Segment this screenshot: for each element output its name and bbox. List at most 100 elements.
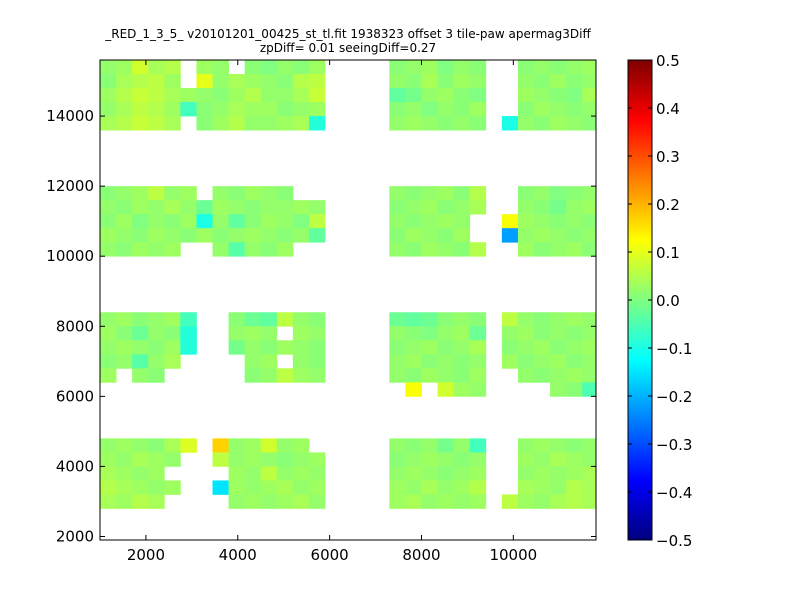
heatmap-cell <box>582 186 597 201</box>
heatmap-cell <box>100 466 117 481</box>
heatmap-cell <box>148 466 165 481</box>
heatmap-cell <box>164 60 181 75</box>
heatmap-cell <box>453 186 471 201</box>
heatmap-cell <box>550 494 567 509</box>
heatmap-cell <box>244 186 262 201</box>
colorbar-tick-label: 0.5 <box>656 52 680 70</box>
heatmap-cell <box>244 60 262 75</box>
heatmap-cell <box>244 354 262 369</box>
heatmap-cell <box>437 326 455 341</box>
heatmap-cell <box>389 88 406 103</box>
heatmap-cell <box>421 480 438 495</box>
heatmap-cell <box>534 242 551 257</box>
heatmap-cell <box>421 74 438 89</box>
heatmap-cell <box>100 340 117 355</box>
heatmap-cell <box>389 214 406 229</box>
heatmap-cell <box>517 88 535 103</box>
heatmap-cell <box>534 60 551 75</box>
heatmap-cell <box>582 74 597 89</box>
heatmap-cell <box>132 102 149 117</box>
heatmap-cell <box>164 200 181 215</box>
heatmap-cell <box>469 382 487 397</box>
heatmap-cell <box>180 88 197 103</box>
heatmap-cell <box>517 116 535 131</box>
heatmap-cell <box>389 466 406 481</box>
heatmap-cell <box>437 88 455 103</box>
heatmap-cell <box>292 102 310 117</box>
heatmap-cell <box>116 102 133 117</box>
heatmap-cell <box>292 88 310 103</box>
heatmap-cell <box>389 312 406 327</box>
heatmap-cell <box>276 466 294 481</box>
heatmap-cell <box>421 312 438 327</box>
heatmap-cell <box>228 214 246 229</box>
heatmap-cell <box>534 116 551 131</box>
heatmap-cell <box>100 438 117 453</box>
heatmap-cell <box>116 354 133 369</box>
heatmap-cell <box>148 60 165 75</box>
heatmap-cell <box>276 116 294 131</box>
heatmap-cell <box>260 452 278 467</box>
heatmap-cell <box>550 438 567 453</box>
heatmap-cell <box>164 312 181 327</box>
heatmap-cell <box>228 74 246 89</box>
heatmap-cell <box>469 186 487 201</box>
heatmap-cell <box>244 312 262 327</box>
heatmap-cell <box>405 214 422 229</box>
heatmap-cell <box>292 354 310 369</box>
heatmap-cell <box>244 200 262 215</box>
heatmap-cell <box>196 228 213 243</box>
y-tick-label: 6000 <box>56 387 94 405</box>
heatmap-cell <box>389 102 406 117</box>
heatmap-cell <box>308 214 326 229</box>
heatmap-cell <box>421 340 438 355</box>
heatmap-cell <box>566 60 583 75</box>
heatmap-cell <box>534 326 551 341</box>
y-tick-label: 8000 <box>56 317 94 335</box>
heatmap-cell <box>534 368 551 383</box>
heatmap-cell <box>100 228 117 243</box>
heatmap-cell <box>405 368 422 383</box>
heatmap-cell <box>100 60 117 75</box>
colorbar-tick-label: 0.0 <box>656 292 680 310</box>
colorbar-tick-label: −0.4 <box>656 484 692 502</box>
heatmap-cell <box>517 480 535 495</box>
heatmap-cell <box>453 438 471 453</box>
heatmap-cell <box>517 466 535 481</box>
heatmap-cell <box>276 200 294 215</box>
heatmap-cell <box>421 242 438 257</box>
heatmap-cell <box>437 312 455 327</box>
heatmap-cell <box>437 340 455 355</box>
heatmap-cell <box>196 88 213 103</box>
heatmap-cell <box>582 452 597 467</box>
heatmap-cell <box>550 242 567 257</box>
heatmap-cell <box>212 102 229 117</box>
heatmap-cell <box>469 74 487 89</box>
heatmap-cell <box>566 466 583 481</box>
heatmap-cell <box>212 214 229 229</box>
heatmap-cell <box>228 186 246 201</box>
heatmap-cell <box>566 242 583 257</box>
heatmap-cell <box>260 200 278 215</box>
heatmap-cell <box>100 494 117 509</box>
heatmap-cell <box>164 326 181 341</box>
heatmap-cell <box>308 326 326 341</box>
heatmap-cell <box>405 494 422 509</box>
colorbar-tick-label: −0.3 <box>656 436 692 454</box>
heatmap-cell <box>164 480 181 495</box>
heatmap-cell <box>308 368 326 383</box>
heatmap-cell <box>566 74 583 89</box>
heatmap-cell <box>517 60 535 75</box>
heatmap-cell <box>517 494 535 509</box>
heatmap-cell <box>437 368 455 383</box>
heatmap-cell <box>469 242 487 257</box>
heatmap-cell <box>164 74 181 89</box>
heatmap-cell <box>582 480 597 495</box>
heatmap-cell <box>582 312 597 327</box>
y-tick-label: 12000 <box>46 177 94 195</box>
x-tick-label: 4000 <box>219 546 257 564</box>
heatmap-cell <box>292 200 310 215</box>
heatmap-cell <box>566 200 583 215</box>
heatmap-cell <box>308 116 326 131</box>
heatmap-cell <box>244 438 262 453</box>
